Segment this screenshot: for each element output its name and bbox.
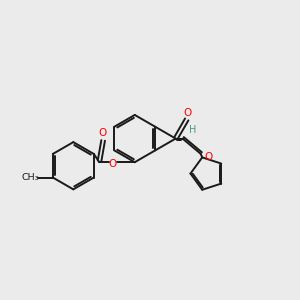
Text: O: O bbox=[108, 159, 117, 169]
Text: CH₃: CH₃ bbox=[22, 173, 39, 182]
Text: O: O bbox=[183, 108, 192, 118]
Text: H: H bbox=[189, 125, 196, 135]
Text: O: O bbox=[205, 152, 213, 162]
Text: O: O bbox=[98, 128, 107, 138]
